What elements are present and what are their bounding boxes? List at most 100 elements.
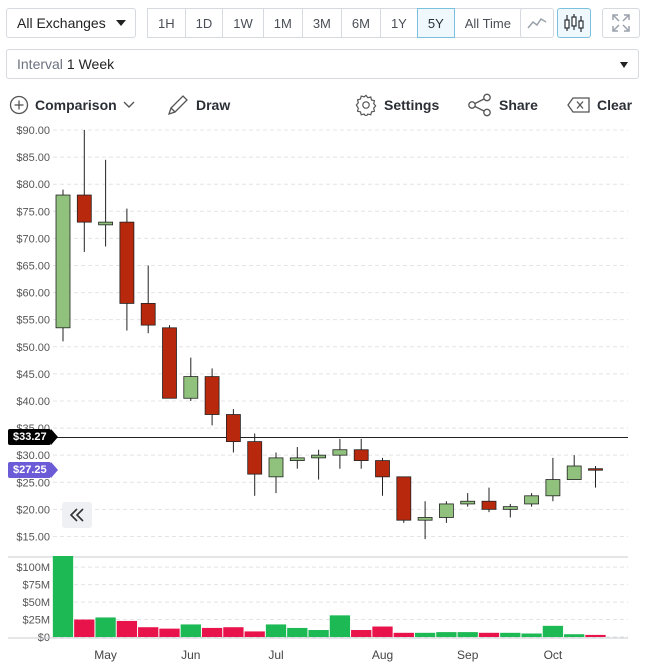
collapse-panel-button[interactable] [62,502,92,528]
price-tick-label: $60.00 [16,288,50,300]
candle-body [396,476,412,521]
price-tick-label: $50.00 [16,342,50,354]
share-icon [468,93,491,117]
plus-circle-icon [9,95,29,115]
volume-bar [585,634,606,637]
volume-bar [436,632,457,637]
volume-bar [500,632,521,637]
chevron-down-icon [116,20,126,26]
clear-button[interactable]: Clear [567,94,632,116]
candle-body [162,327,177,399]
volume-bar [414,632,436,637]
candle-body [524,495,539,505]
price-tick-label: $65.00 [16,260,50,272]
draw-button[interactable]: Draw [166,94,230,116]
candlestick-chart-button[interactable] [557,8,591,38]
volume-bar [180,624,201,637]
time-axis-label: Jul [268,648,283,662]
line-chart-button[interactable] [520,8,554,38]
volume-bar [329,615,351,637]
price-tick-label: $70.00 [16,233,50,245]
current-price-tag: $33.27 [8,429,58,446]
volume-tick-label: $75M [22,580,50,592]
clear-icon [567,97,590,113]
interval-select[interactable]: Interval 1 Week [6,49,639,79]
volume-bar [95,617,116,637]
candle-body [353,449,369,461]
range-button-all-time[interactable]: All Time [453,8,522,38]
price-tick-label: $85.00 [16,152,50,164]
settings-label: Settings [384,97,440,113]
candle-body [460,500,476,505]
volume-bar [116,620,138,637]
volume-bar [542,625,564,637]
volume-bar [457,632,478,637]
candle-body [268,457,284,478]
range-button-1d[interactable]: 1D [184,8,224,38]
price-tick-label: $40.00 [16,396,50,408]
volume-bar [372,626,393,637]
volume-bar [265,624,287,637]
candle-body [225,414,241,443]
clear-label: Clear [597,97,633,113]
range-button-1h[interactable]: 1H [147,8,186,38]
volume-bar [223,627,244,637]
comparison-label: Comparison [35,97,117,113]
volume-bar [138,627,159,637]
candle-body [417,517,433,521]
volume-bar [308,630,329,637]
price-tick-label: $20.00 [16,504,50,516]
range-button-6m[interactable]: 6M [340,8,381,38]
volume-bar [564,634,585,637]
range-button-1w[interactable]: 1W [222,8,264,38]
fullscreen-button[interactable] [602,8,640,38]
range-button-3m[interactable]: 3M [301,8,342,38]
time-axis-label: Aug [372,648,393,662]
volume-tick-label: $100M [16,562,50,574]
volume-bar [478,632,500,637]
volume-bar [393,632,414,637]
settings-button[interactable]: Settings [354,94,439,116]
interval-value: 1 Week [66,56,115,72]
range-button-1m[interactable]: 1M [262,8,303,38]
range-button-1y[interactable]: 1Y [379,8,418,38]
comparison-button[interactable]: Comparison [9,94,141,116]
candle-body [588,468,603,471]
price-tick-label: $55.00 [16,315,50,327]
candle-body [204,376,220,415]
volume-bar [201,627,223,637]
price-chart[interactable]: $15.00$20.00$25.00$30.00$35.00$40.00$45.… [0,122,646,665]
volume-tick-label: $25M [22,615,50,627]
candle-body [545,479,561,497]
candle-body [311,454,327,459]
time-axis-label: Sep [457,648,479,662]
range-selector: 1H 1D 1W 1M 3M 6M 1Y 5Y All Time [147,8,522,38]
exchange-select[interactable]: All Exchanges [6,8,136,38]
line-chart-icon [527,17,547,29]
candlestick-icon [564,14,584,32]
volume-bar [74,619,95,637]
candle-body [375,460,390,478]
expand-icon [612,14,630,32]
share-button[interactable]: Share [467,93,538,117]
candle-body [481,500,497,510]
range-button-5y[interactable]: 5Y [416,8,455,38]
volume-bar [521,633,542,637]
exchange-select-value: All Exchanges [17,15,106,31]
candle-body [98,221,113,226]
time-axis-label: Oct [544,648,563,662]
double-chevron-left-icon [69,508,84,522]
interval-label: Interval [17,56,63,72]
share-label: Share [499,97,538,113]
candle-body [566,465,582,480]
candle-body [332,449,348,456]
candle-body [247,441,263,475]
candle-body [438,503,454,518]
candle-body [140,303,156,326]
last-price-tag: $27.25 [8,462,58,479]
candle-body [183,376,199,399]
time-axis-label: Jun [181,648,200,662]
volume-bar [287,627,308,637]
candle-body [55,194,71,329]
volume-bar [52,556,74,637]
